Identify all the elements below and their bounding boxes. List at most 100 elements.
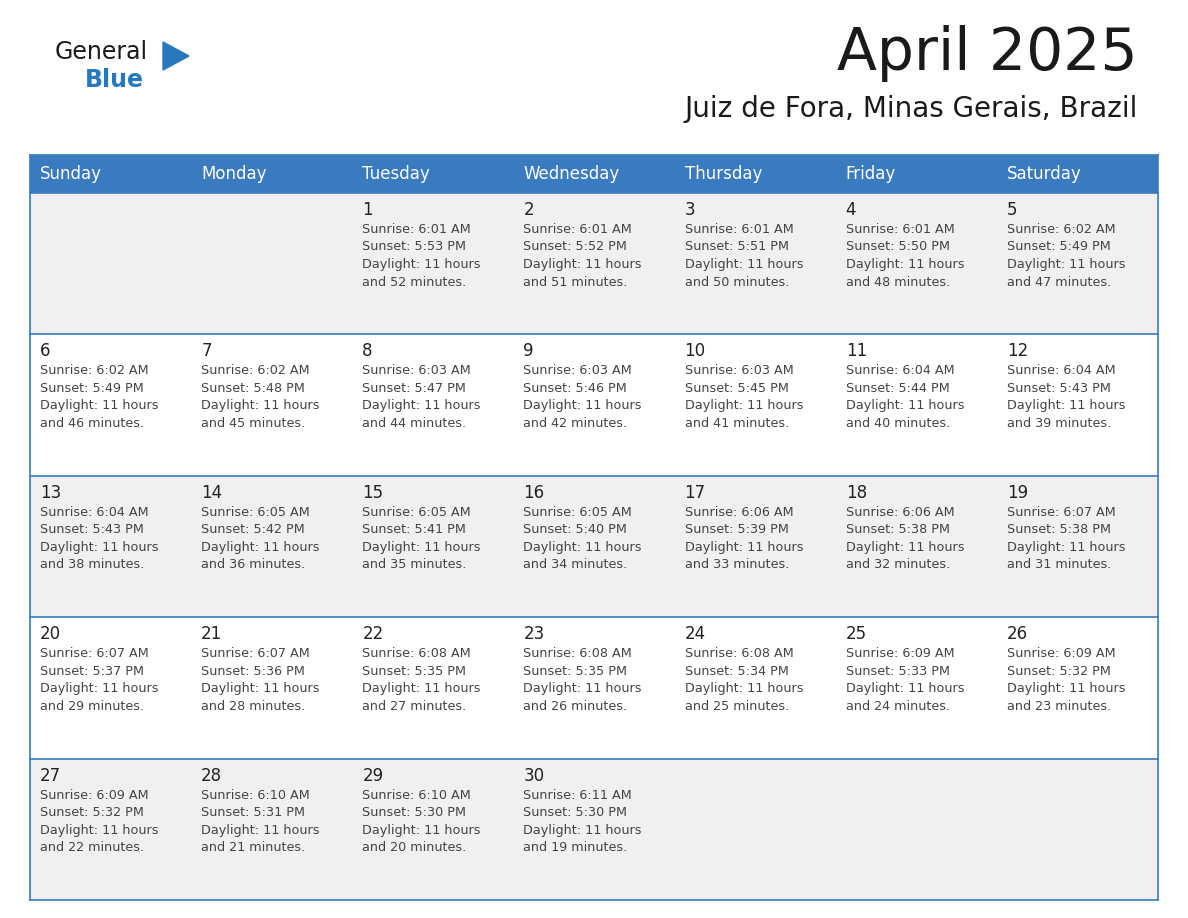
Bar bbox=[353, 617, 513, 758]
Bar bbox=[513, 758, 675, 900]
Text: 5: 5 bbox=[1007, 201, 1017, 219]
Bar bbox=[353, 758, 513, 900]
Bar bbox=[191, 334, 353, 476]
Bar bbox=[30, 193, 191, 334]
Bar bbox=[513, 617, 675, 758]
Bar bbox=[835, 193, 997, 334]
Text: Wednesday: Wednesday bbox=[524, 165, 620, 183]
Bar bbox=[997, 193, 1158, 334]
Text: 1: 1 bbox=[362, 201, 373, 219]
Bar bbox=[835, 476, 997, 617]
Text: 28: 28 bbox=[201, 767, 222, 785]
Text: Friday: Friday bbox=[846, 165, 896, 183]
Text: 21: 21 bbox=[201, 625, 222, 644]
Text: Sunrise: 6:08 AM
Sunset: 5:34 PM
Daylight: 11 hours
and 25 minutes.: Sunrise: 6:08 AM Sunset: 5:34 PM Dayligh… bbox=[684, 647, 803, 712]
Text: Sunrise: 6:06 AM
Sunset: 5:39 PM
Daylight: 11 hours
and 33 minutes.: Sunrise: 6:06 AM Sunset: 5:39 PM Dayligh… bbox=[684, 506, 803, 571]
Text: 25: 25 bbox=[846, 625, 867, 644]
Bar bbox=[675, 617, 835, 758]
Text: Sunrise: 6:01 AM
Sunset: 5:53 PM
Daylight: 11 hours
and 52 minutes.: Sunrise: 6:01 AM Sunset: 5:53 PM Dayligh… bbox=[362, 223, 481, 288]
Text: Sunrise: 6:05 AM
Sunset: 5:40 PM
Daylight: 11 hours
and 34 minutes.: Sunrise: 6:05 AM Sunset: 5:40 PM Dayligh… bbox=[524, 506, 642, 571]
Text: Sunrise: 6:03 AM
Sunset: 5:46 PM
Daylight: 11 hours
and 42 minutes.: Sunrise: 6:03 AM Sunset: 5:46 PM Dayligh… bbox=[524, 364, 642, 430]
Text: Sunrise: 6:01 AM
Sunset: 5:52 PM
Daylight: 11 hours
and 51 minutes.: Sunrise: 6:01 AM Sunset: 5:52 PM Dayligh… bbox=[524, 223, 642, 288]
Text: General: General bbox=[55, 40, 148, 64]
Text: Sunrise: 6:07 AM
Sunset: 5:36 PM
Daylight: 11 hours
and 28 minutes.: Sunrise: 6:07 AM Sunset: 5:36 PM Dayligh… bbox=[201, 647, 320, 712]
Text: Sunrise: 6:02 AM
Sunset: 5:49 PM
Daylight: 11 hours
and 47 minutes.: Sunrise: 6:02 AM Sunset: 5:49 PM Dayligh… bbox=[1007, 223, 1125, 288]
Text: 2: 2 bbox=[524, 201, 535, 219]
Bar bbox=[191, 193, 353, 334]
Bar bbox=[997, 476, 1158, 617]
Text: 18: 18 bbox=[846, 484, 867, 502]
Text: 6: 6 bbox=[40, 342, 51, 361]
Text: Sunrise: 6:09 AM
Sunset: 5:32 PM
Daylight: 11 hours
and 22 minutes.: Sunrise: 6:09 AM Sunset: 5:32 PM Dayligh… bbox=[40, 789, 158, 854]
Text: 3: 3 bbox=[684, 201, 695, 219]
Text: Monday: Monday bbox=[201, 165, 266, 183]
Bar bbox=[30, 758, 191, 900]
Text: 8: 8 bbox=[362, 342, 373, 361]
Text: Sunrise: 6:09 AM
Sunset: 5:33 PM
Daylight: 11 hours
and 24 minutes.: Sunrise: 6:09 AM Sunset: 5:33 PM Dayligh… bbox=[846, 647, 965, 712]
Text: Sunrise: 6:03 AM
Sunset: 5:45 PM
Daylight: 11 hours
and 41 minutes.: Sunrise: 6:03 AM Sunset: 5:45 PM Dayligh… bbox=[684, 364, 803, 430]
Text: April 2025: April 2025 bbox=[838, 25, 1138, 82]
Text: 11: 11 bbox=[846, 342, 867, 361]
Text: Sunrise: 6:02 AM
Sunset: 5:49 PM
Daylight: 11 hours
and 46 minutes.: Sunrise: 6:02 AM Sunset: 5:49 PM Dayligh… bbox=[40, 364, 158, 430]
Text: 9: 9 bbox=[524, 342, 533, 361]
Text: Sunrise: 6:04 AM
Sunset: 5:43 PM
Daylight: 11 hours
and 38 minutes.: Sunrise: 6:04 AM Sunset: 5:43 PM Dayligh… bbox=[40, 506, 158, 571]
Text: Sunrise: 6:01 AM
Sunset: 5:50 PM
Daylight: 11 hours
and 48 minutes.: Sunrise: 6:01 AM Sunset: 5:50 PM Dayligh… bbox=[846, 223, 965, 288]
Bar bbox=[997, 334, 1158, 476]
Text: Sunrise: 6:08 AM
Sunset: 5:35 PM
Daylight: 11 hours
and 27 minutes.: Sunrise: 6:08 AM Sunset: 5:35 PM Dayligh… bbox=[362, 647, 481, 712]
Text: Juiz de Fora, Minas Gerais, Brazil: Juiz de Fora, Minas Gerais, Brazil bbox=[684, 95, 1138, 123]
Text: Sunrise: 6:06 AM
Sunset: 5:38 PM
Daylight: 11 hours
and 32 minutes.: Sunrise: 6:06 AM Sunset: 5:38 PM Dayligh… bbox=[846, 506, 965, 571]
Bar bbox=[835, 758, 997, 900]
Bar bbox=[675, 193, 835, 334]
Text: Sunrise: 6:03 AM
Sunset: 5:47 PM
Daylight: 11 hours
and 44 minutes.: Sunrise: 6:03 AM Sunset: 5:47 PM Dayligh… bbox=[362, 364, 481, 430]
Bar bbox=[675, 334, 835, 476]
Bar bbox=[513, 334, 675, 476]
Text: Sunrise: 6:04 AM
Sunset: 5:43 PM
Daylight: 11 hours
and 39 minutes.: Sunrise: 6:04 AM Sunset: 5:43 PM Dayligh… bbox=[1007, 364, 1125, 430]
Text: 19: 19 bbox=[1007, 484, 1028, 502]
Bar bbox=[513, 155, 675, 193]
Text: 24: 24 bbox=[684, 625, 706, 644]
Bar bbox=[835, 155, 997, 193]
Bar bbox=[353, 476, 513, 617]
Text: 22: 22 bbox=[362, 625, 384, 644]
Text: 20: 20 bbox=[40, 625, 61, 644]
Bar bbox=[513, 476, 675, 617]
Bar bbox=[30, 155, 191, 193]
Bar bbox=[30, 334, 191, 476]
Text: Sunrise: 6:05 AM
Sunset: 5:41 PM
Daylight: 11 hours
and 35 minutes.: Sunrise: 6:05 AM Sunset: 5:41 PM Dayligh… bbox=[362, 506, 481, 571]
Text: Thursday: Thursday bbox=[684, 165, 762, 183]
Bar bbox=[30, 476, 191, 617]
Text: Sunday: Sunday bbox=[40, 165, 102, 183]
Text: Sunrise: 6:11 AM
Sunset: 5:30 PM
Daylight: 11 hours
and 19 minutes.: Sunrise: 6:11 AM Sunset: 5:30 PM Dayligh… bbox=[524, 789, 642, 854]
Bar bbox=[997, 758, 1158, 900]
Bar bbox=[191, 155, 353, 193]
Bar bbox=[835, 617, 997, 758]
Text: Sunrise: 6:01 AM
Sunset: 5:51 PM
Daylight: 11 hours
and 50 minutes.: Sunrise: 6:01 AM Sunset: 5:51 PM Dayligh… bbox=[684, 223, 803, 288]
Text: 14: 14 bbox=[201, 484, 222, 502]
Text: Sunrise: 6:10 AM
Sunset: 5:30 PM
Daylight: 11 hours
and 20 minutes.: Sunrise: 6:10 AM Sunset: 5:30 PM Dayligh… bbox=[362, 789, 481, 854]
Bar bbox=[997, 155, 1158, 193]
Text: Sunrise: 6:09 AM
Sunset: 5:32 PM
Daylight: 11 hours
and 23 minutes.: Sunrise: 6:09 AM Sunset: 5:32 PM Dayligh… bbox=[1007, 647, 1125, 712]
Bar bbox=[675, 155, 835, 193]
Bar bbox=[353, 155, 513, 193]
Text: Sunrise: 6:02 AM
Sunset: 5:48 PM
Daylight: 11 hours
and 45 minutes.: Sunrise: 6:02 AM Sunset: 5:48 PM Dayligh… bbox=[201, 364, 320, 430]
Bar bbox=[191, 476, 353, 617]
Text: 13: 13 bbox=[40, 484, 62, 502]
Text: 23: 23 bbox=[524, 625, 544, 644]
Text: Sunrise: 6:04 AM
Sunset: 5:44 PM
Daylight: 11 hours
and 40 minutes.: Sunrise: 6:04 AM Sunset: 5:44 PM Dayligh… bbox=[846, 364, 965, 430]
Text: 30: 30 bbox=[524, 767, 544, 785]
Bar bbox=[835, 334, 997, 476]
Text: 12: 12 bbox=[1007, 342, 1028, 361]
Text: Sunrise: 6:07 AM
Sunset: 5:37 PM
Daylight: 11 hours
and 29 minutes.: Sunrise: 6:07 AM Sunset: 5:37 PM Dayligh… bbox=[40, 647, 158, 712]
Text: 15: 15 bbox=[362, 484, 384, 502]
Bar bbox=[191, 617, 353, 758]
Text: 4: 4 bbox=[846, 201, 857, 219]
Bar bbox=[191, 758, 353, 900]
Text: Sunrise: 6:05 AM
Sunset: 5:42 PM
Daylight: 11 hours
and 36 minutes.: Sunrise: 6:05 AM Sunset: 5:42 PM Dayligh… bbox=[201, 506, 320, 571]
Text: Tuesday: Tuesday bbox=[362, 165, 430, 183]
Text: 29: 29 bbox=[362, 767, 384, 785]
Text: 7: 7 bbox=[201, 342, 211, 361]
Text: 17: 17 bbox=[684, 484, 706, 502]
Polygon shape bbox=[163, 42, 189, 70]
Bar bbox=[997, 617, 1158, 758]
Bar bbox=[353, 334, 513, 476]
